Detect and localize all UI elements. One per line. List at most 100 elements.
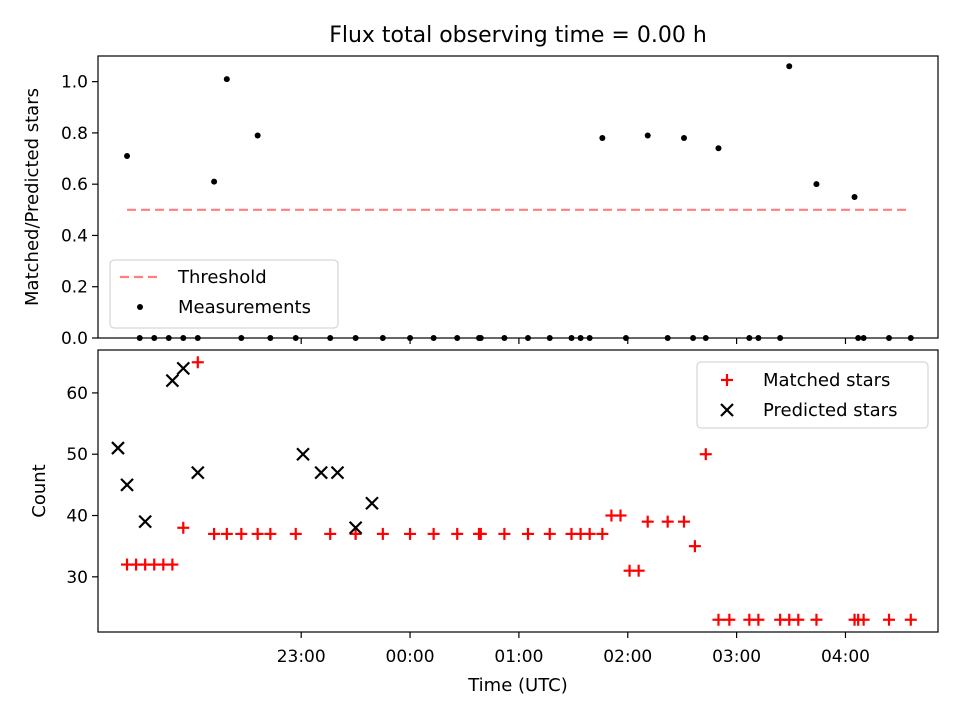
bottom-y-tick-label: 50 — [66, 445, 88, 465]
bottom-x-tick-label: 00:00 — [386, 647, 435, 667]
matched-star-point — [264, 527, 277, 540]
measurement-point — [644, 132, 651, 139]
measurement-point — [786, 63, 793, 70]
predicted-star-point — [138, 514, 152, 529]
top-y-tick-label: 0.4 — [61, 226, 88, 246]
predicted-star-stroke-b — [111, 441, 125, 455]
chart-title: Flux total observing time = 0.00 h — [329, 23, 707, 48]
predicted-star-point — [348, 521, 363, 535]
top-legend-box — [109, 259, 339, 329]
predicted-star-point — [296, 447, 310, 461]
predicted-star-stroke-b — [314, 465, 328, 480]
matched-star-point — [723, 613, 736, 626]
measurement-point — [151, 335, 158, 341]
matched-star-point — [699, 448, 712, 461]
matched-star-point — [166, 558, 179, 571]
top-panel: 0.0 0.2 0.4 0.6 0.8 1.0 Matched/Predicted sta… — [22, 55, 939, 349]
bottom-x-tick-label: 03:00 — [712, 647, 761, 667]
matched-star-point — [220, 527, 233, 540]
bottom-y-tick-label: 40 — [66, 507, 88, 527]
top-y-tick-label: 0.8 — [61, 124, 88, 144]
matched-star-point — [208, 527, 221, 540]
top-legend: Threshold Measurements — [109, 259, 339, 329]
matched-star-point — [543, 527, 556, 540]
measurement-point — [855, 335, 862, 341]
matched-star-point — [857, 613, 870, 626]
bottom-y-tick-label: 30 — [66, 568, 88, 588]
matched-star-point — [583, 527, 596, 540]
bottom-x-tick-label: 01:00 — [494, 647, 543, 667]
measurement-point — [702, 335, 709, 341]
measurement-point — [599, 135, 606, 142]
matched-star-point — [191, 356, 204, 369]
measurement-point — [851, 194, 858, 200]
bottom-x-tick-label: 02:00 — [603, 647, 652, 667]
top-plot-frame — [97, 55, 939, 339]
matched-star-point — [498, 527, 511, 540]
measurement-point — [430, 335, 437, 341]
matched-star-points — [121, 356, 917, 626]
measurement-point — [292, 335, 299, 341]
predicted-star-point — [314, 465, 328, 480]
matched-star-point — [596, 527, 609, 540]
measurement-point — [813, 181, 820, 188]
predicted-star-point — [111, 441, 125, 455]
predicted-star-stroke-b — [191, 465, 205, 480]
matched-star-point — [810, 613, 823, 626]
matched-star-point — [404, 527, 417, 540]
bottom-y-tick-label: 60 — [66, 384, 88, 404]
measurement-point — [194, 335, 201, 341]
legend-predicted-label: Predicted stars — [763, 400, 897, 421]
measurement-point — [907, 335, 914, 341]
legend-predicted-swatch — [720, 403, 734, 417]
measurement-point — [238, 335, 245, 341]
predicted-star-point — [120, 478, 134, 492]
predicted-star-stroke-b — [176, 361, 191, 376]
matched-star-point — [474, 527, 487, 540]
matched-star-point — [251, 527, 264, 540]
matched-star-point — [752, 613, 765, 626]
measurement-point — [715, 145, 722, 152]
matched-star-point — [376, 527, 389, 540]
bottom-y-axis-label: Count — [29, 464, 50, 517]
top-y-tick-label: 0.2 — [61, 278, 88, 298]
measurement-point — [454, 335, 461, 341]
matched-star-point — [661, 515, 674, 528]
legend-matched-label: Matched stars — [763, 370, 890, 391]
measurement-point — [860, 335, 867, 341]
bottom-x-axis: 23:00 00:00 01:00 02:00 03:00 04:00 — [277, 632, 870, 667]
predicted-star-stroke-b — [165, 373, 180, 388]
measurement-point — [136, 335, 143, 341]
measurement-point — [524, 335, 531, 341]
predicted-star-stroke-b — [138, 514, 152, 529]
matched-star-point — [521, 527, 534, 540]
matched-star-point — [235, 527, 248, 540]
matched-star-point — [632, 564, 645, 577]
measurement-point — [407, 335, 414, 341]
matched-star-point — [792, 613, 805, 626]
measurement-point — [254, 132, 261, 139]
bottom-x-tick-label: 04:00 — [821, 647, 870, 667]
bottom-legend: Matched stars Predicted stars — [696, 361, 929, 429]
measurement-point — [586, 335, 593, 341]
measurement-point — [124, 152, 131, 159]
legend-matched-swatch — [721, 374, 733, 386]
matched-star-point — [688, 540, 701, 553]
top-y-tick-label: 0.6 — [61, 175, 88, 195]
bottom-x-axis-label: Time (UTC) — [467, 675, 568, 696]
top-y-axis-label: Matched/Predicted stars — [22, 88, 43, 306]
measurement-point — [327, 335, 334, 341]
measurement-point — [664, 335, 671, 341]
matched-star-point — [712, 613, 725, 626]
measurement-point — [223, 76, 230, 83]
measurement-point — [746, 335, 753, 341]
measurement-point — [886, 335, 893, 341]
measurement-point — [477, 335, 484, 341]
predicted-star-points — [111, 361, 379, 535]
matched-star-point — [427, 527, 440, 540]
matched-star-point — [883, 613, 896, 626]
measurement-point — [501, 335, 508, 341]
measurement-point — [690, 335, 697, 341]
measurement-point — [267, 335, 274, 341]
